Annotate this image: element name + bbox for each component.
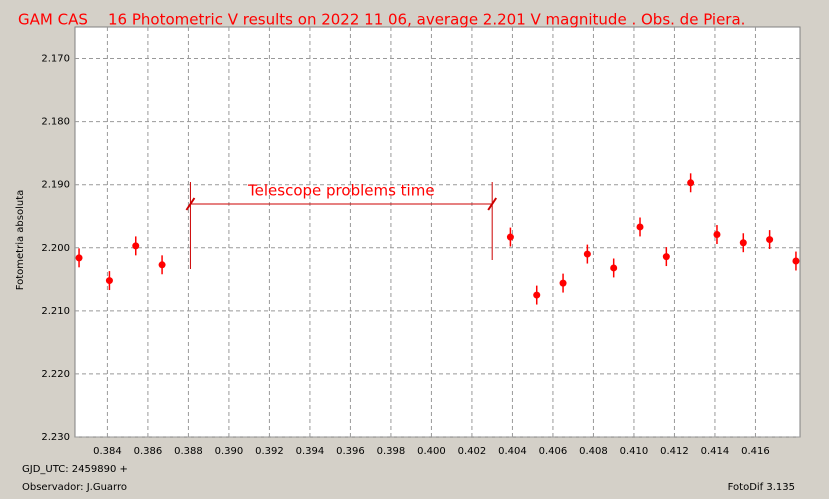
y-tick-label: 2.170 <box>41 54 70 65</box>
software: FotoDif 3.135 <box>728 482 795 493</box>
y-tick-label: 2.220 <box>41 369 70 380</box>
chart-title: 16 Photometric V results on 2022 11 06, … <box>108 11 745 29</box>
x-tick-label: 0.410 <box>620 446 649 457</box>
x-tick-label: 0.388 <box>174 446 203 457</box>
x-tick-label: 0.390 <box>215 446 244 457</box>
x-tick-label: 0.396 <box>336 446 365 457</box>
x-tick-label: 0.394 <box>296 446 325 457</box>
plot-area <box>74 26 801 438</box>
x-tick-label: 0.402 <box>458 446 487 457</box>
annotation-tick <box>487 197 498 211</box>
x-tick-label: 0.400 <box>417 446 446 457</box>
data-point <box>687 179 695 187</box>
data-point <box>583 250 591 258</box>
y-tick-label: 2.180 <box>41 117 70 128</box>
y-tick-label: 2.210 <box>41 306 70 317</box>
data-point <box>713 231 721 239</box>
data-point <box>105 277 113 285</box>
object-name: GAM CAS <box>18 11 88 29</box>
data-point <box>506 233 514 241</box>
annotation-text: Telescope problems time <box>247 182 435 200</box>
x-tick-label: 0.404 <box>498 446 527 457</box>
x-tick-label: 0.386 <box>134 446 163 457</box>
x-tick-label: 0.412 <box>660 446 689 457</box>
data-point <box>739 239 747 247</box>
x-tick-label: 0.416 <box>741 446 770 457</box>
x-tick-label: 0.392 <box>255 446 284 457</box>
x-axis-label: GJD_UTC: 2459890 + <box>22 464 128 475</box>
data-point <box>792 257 800 265</box>
data-point <box>662 253 670 261</box>
x-tick-label: 0.398 <box>377 446 406 457</box>
x-tick-label: 0.414 <box>701 446 730 457</box>
data-point <box>766 236 774 244</box>
data-point <box>158 261 166 269</box>
observer: Observador: J.Guarro <box>22 482 127 493</box>
y-tick-label: 2.190 <box>41 180 70 191</box>
y-tick-label: 2.230 <box>41 432 70 443</box>
data-point <box>533 291 541 299</box>
x-tick-label: 0.406 <box>539 446 568 457</box>
x-tick-label: 0.408 <box>579 446 608 457</box>
x-tick-label: 0.384 <box>93 446 122 457</box>
annotation-tick <box>185 197 196 211</box>
data-point <box>610 264 618 272</box>
data-point <box>132 242 140 250</box>
y-axis-label: Fotometria absoluta <box>15 190 26 291</box>
data-point <box>636 223 644 231</box>
data-point <box>559 279 567 287</box>
y-tick-label: 2.200 <box>41 243 70 254</box>
data-point <box>75 254 83 262</box>
